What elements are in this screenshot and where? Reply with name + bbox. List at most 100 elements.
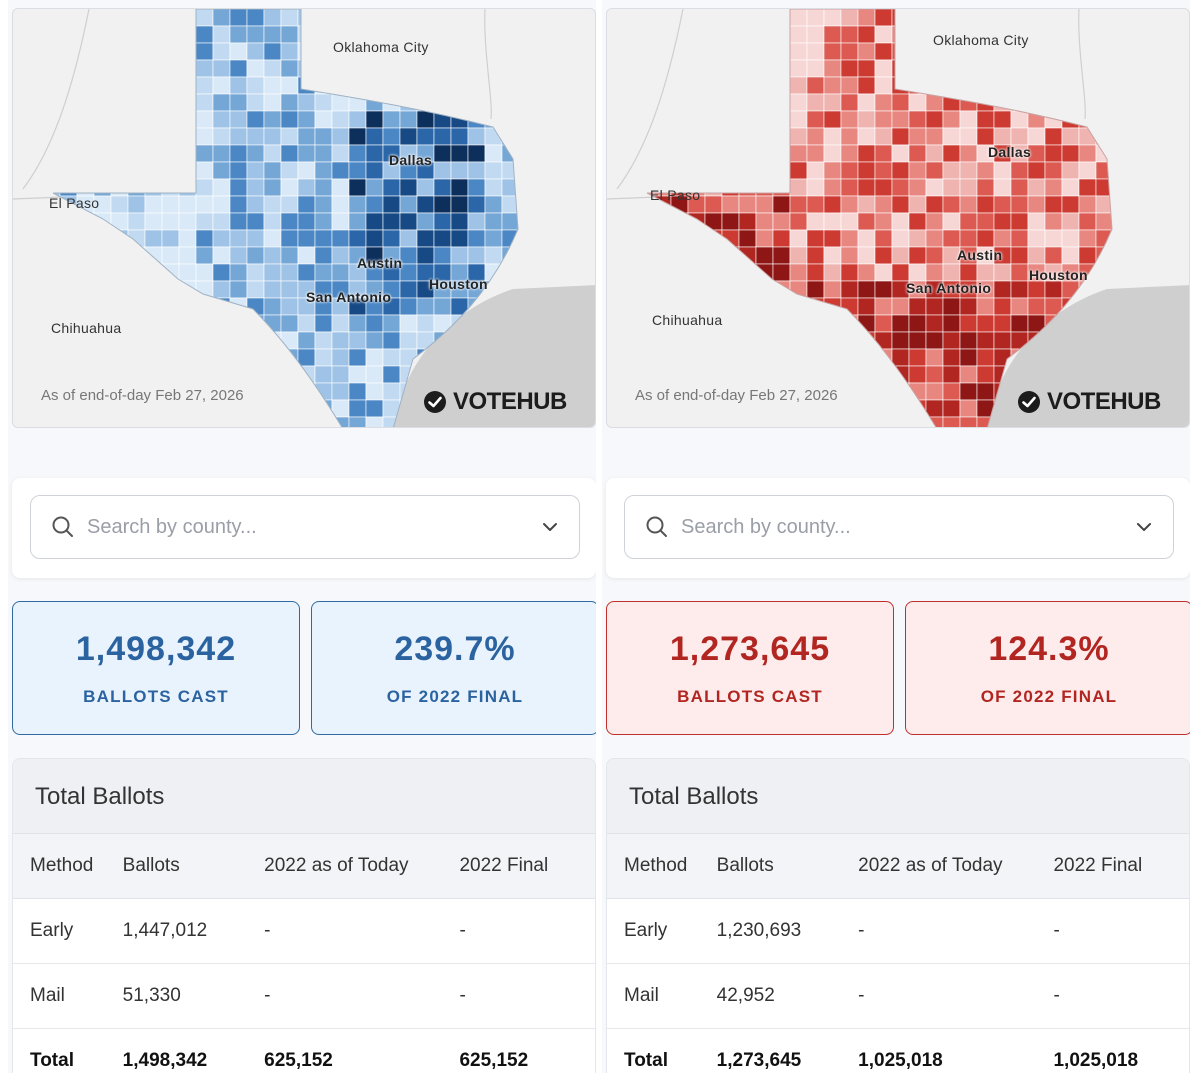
county-cell: [144, 195, 163, 214]
chevron-down-icon[interactable]: [1135, 518, 1153, 536]
county-cell: [450, 9, 469, 27]
county-cell: [959, 229, 978, 248]
county-cell: [110, 161, 129, 180]
county-cell: [942, 365, 961, 384]
county-cell: [195, 348, 214, 367]
county-cell: [755, 110, 774, 129]
county-cell: [467, 178, 486, 197]
county-cell: [280, 212, 299, 231]
county-cell: [993, 93, 1012, 112]
county-cell: [874, 195, 893, 214]
county-cell: [653, 161, 672, 180]
county-cell: [76, 76, 95, 95]
county-cell: [127, 9, 146, 27]
county-cell: [857, 246, 876, 265]
county-cell: [110, 110, 129, 129]
county-cell: [331, 127, 350, 146]
county-cell: [59, 127, 78, 146]
county-cell: [670, 76, 689, 95]
county-cell: [229, 93, 248, 112]
chevron-down-icon[interactable]: [541, 518, 559, 536]
county-cell: [399, 263, 418, 282]
county-cell: [1061, 93, 1080, 112]
county-cell: [653, 144, 672, 163]
county-cell: [212, 76, 231, 95]
county-cell: [212, 25, 231, 44]
county-cell: [1044, 161, 1063, 180]
county-search-input[interactable]: [681, 515, 1135, 539]
county-cell: [501, 144, 518, 163]
county-cell: [789, 9, 808, 27]
county-cell: [59, 25, 78, 44]
county-cell: [280, 280, 299, 299]
county-search-box[interactable]: [30, 495, 580, 559]
county-cell: [144, 280, 163, 299]
county-cell: [772, 42, 791, 61]
county-cell: [840, 25, 859, 44]
county-cell: [263, 9, 282, 27]
county-cell: [467, 212, 486, 231]
county-cell: [840, 297, 859, 316]
county-cell: [53, 212, 61, 231]
county-cell: [1044, 42, 1063, 61]
turnout-map[interactable]: Oklahoma City Dallas El Paso Austin Hous…: [12, 8, 596, 428]
county-cell: [857, 229, 876, 248]
county-cell: [519, 26, 536, 43]
cell-method: Early: [30, 920, 74, 941]
county-search-box[interactable]: [624, 495, 1174, 559]
county-cell: [110, 42, 129, 61]
county-cell: [976, 195, 995, 214]
county-cell: [450, 144, 469, 163]
county-cell: [178, 76, 197, 95]
county-cell: [433, 76, 452, 95]
county-cell: [519, 94, 536, 111]
county-cell: [229, 229, 248, 248]
county-cell: [891, 93, 910, 112]
county-cell: [925, 9, 944, 27]
county-cell: [53, 144, 61, 163]
county-cell: [772, 59, 791, 78]
county-cell: [365, 127, 384, 146]
county-cell: [1113, 77, 1130, 94]
county-cell: [467, 93, 486, 112]
county-cell: [789, 246, 808, 265]
column-header-2022-as-of-today[interactable]: 2022 as of Today: [264, 855, 409, 876]
county-search-input[interactable]: [87, 515, 541, 539]
column-header-ballots[interactable]: Ballots: [122, 855, 180, 876]
county-cell: [280, 399, 299, 418]
county-cell: [1113, 128, 1130, 145]
county-cell: [314, 25, 333, 44]
county-cell: [229, 144, 248, 163]
county-cell: [280, 246, 299, 265]
county-cell: [501, 59, 518, 78]
county-cell: [161, 42, 180, 61]
county-cell: [755, 416, 774, 427]
column-header-2022-as-of-today[interactable]: 2022 as of Today: [858, 855, 1003, 876]
county-cell: [93, 161, 112, 180]
county-cell: [721, 229, 740, 248]
column-header-method[interactable]: Method: [624, 855, 688, 876]
turnout-map[interactable]: Oklahoma City Dallas El Paso Austin Hous…: [606, 8, 1190, 428]
county-cell: [738, 127, 757, 146]
column-header-2022-final[interactable]: 2022 Final: [459, 855, 549, 876]
county-cell: [772, 297, 791, 316]
county-cell: [314, 9, 333, 27]
county-cell: [840, 161, 859, 180]
county-cell: [433, 93, 452, 112]
county-cell: [755, 76, 774, 95]
county-cell: [263, 331, 282, 350]
county-cell: [297, 263, 316, 282]
county-cell: [653, 263, 672, 282]
county-cell: [738, 76, 757, 95]
county-cell: [704, 263, 723, 282]
county-cell: [647, 9, 655, 27]
column-header-method[interactable]: Method: [30, 855, 94, 876]
column-header-ballots[interactable]: Ballots: [716, 855, 774, 876]
cell-method: Early: [624, 920, 668, 941]
county-cell: [229, 195, 248, 214]
votehub-logo: VOTEHUB: [1017, 387, 1161, 417]
county-cell: [519, 111, 536, 128]
county-cell: [908, 42, 927, 61]
column-header-2022-final[interactable]: 2022 Final: [1053, 855, 1143, 876]
county-cell: [857, 331, 876, 350]
